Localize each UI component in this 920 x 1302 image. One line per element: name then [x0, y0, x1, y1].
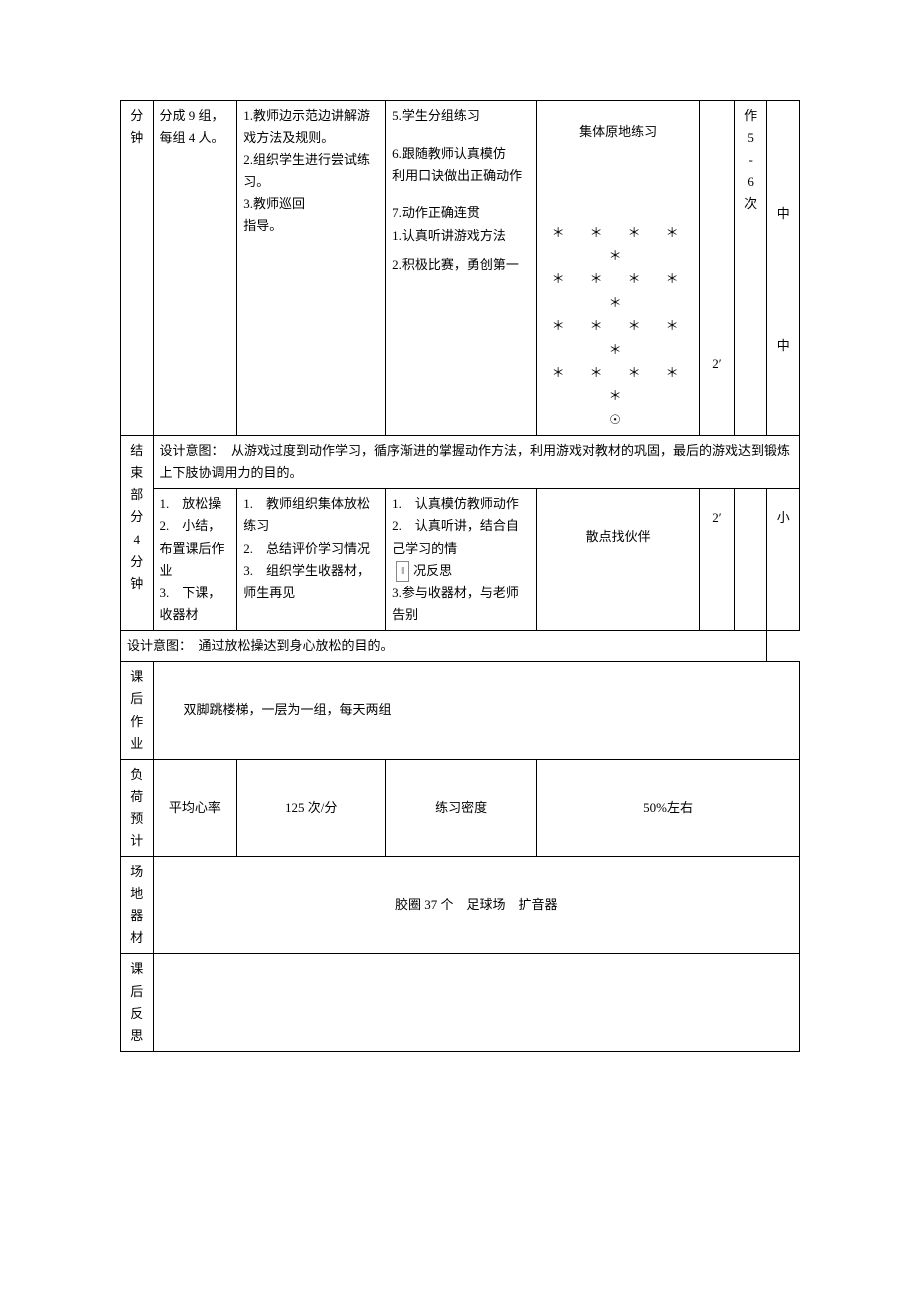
end-student-cell: 1. 认真模仿教师动作 2. 认真听讲，结合自己学习的情 ‖况反思 3.参与收器…	[386, 489, 537, 631]
teacher-activity-cell: 1.教师边示范边讲解游戏方法及规则。 2.组织学生进行尝试练 习。 3.教师巡回…	[237, 101, 386, 436]
density-label: 练习密度	[386, 759, 537, 856]
student-step-g1: 1.认真听讲游戏方法	[392, 225, 530, 247]
reps-cell-2	[734, 489, 767, 631]
design-intent-2: 设计意图： 通过放松操达到身心放松的目的。	[121, 631, 767, 662]
reps-cell: 作5-6次	[734, 101, 767, 436]
homework-value: 双脚跳楼梯，一层为一组，每天两组	[153, 662, 799, 759]
formation-cell-2: 散点找伙伴	[537, 489, 700, 631]
grouping-cell: 分成 9 组，每组 4 人。	[153, 101, 237, 436]
section-label-minutes: 分钟	[121, 101, 154, 436]
load-label: 负荷预计	[121, 759, 154, 856]
homework-label: 课后作业	[121, 662, 154, 759]
reflect-label: 课后反思	[121, 954, 154, 1051]
design-intent-1: 设计意图： 从游戏过度到动作学习，循序渐进的掌握动作方法，利用游戏对教材的巩固，…	[153, 436, 799, 489]
formation-text-2: 散点找伙伴	[543, 526, 693, 548]
formation-diagram: ＊ ＊ ＊ ＊ ＊ ＊ ＊ ＊ ＊ ＊ ＊ ＊ ＊ ＊ ＊ ＊ ＊ ＊ ＊ ＊ …	[543, 221, 693, 432]
section-label-end: 结束部分4分钟	[121, 436, 154, 631]
end-student-2: 2. 认真听讲，结合自己学习的情	[392, 515, 530, 559]
intensity-small: 小	[777, 510, 790, 525]
student-activity-cell: 5.学生分组练习 6.跟随教师认真模仿 利用口诀做出正确动作 7.动作正确连贯 …	[386, 101, 537, 436]
student-step-6: 6.跟随教师认真模仿 利用口诀做出正确动作	[392, 143, 530, 187]
density-value: 50%左右	[537, 759, 800, 856]
lesson-plan-table: 分钟 分成 9 组，每组 4 人。 1.教师边示范边讲解游戏方法及规则。 2.组…	[120, 100, 800, 1052]
intensity-mid-1: 中	[769, 203, 797, 225]
time-cell-2: 2′	[699, 489, 734, 631]
intensity-cell-2: 小	[767, 489, 800, 631]
time-value-1: 2′	[712, 356, 721, 371]
end-content-cell: 1. 放松操 2. 小结，布置课后作业 3. 下课，收器材	[153, 489, 237, 631]
formation-text-1: 集体原地练习	[543, 121, 693, 143]
time-value-2: 2′	[712, 510, 721, 525]
hr-label: 平均心率	[153, 759, 237, 856]
student-step-g2: 2.积极比赛，勇创第一	[392, 254, 530, 276]
end-student-1: 1. 认真模仿教师动作	[392, 493, 530, 515]
hr-value: 125 次/分	[237, 759, 386, 856]
end-teacher-cell: 1. 教师组织集体放松练习 2. 总结评价学习情况 3. 组织学生收器材，师生再…	[237, 489, 386, 631]
time-cell-1: 2′	[699, 101, 734, 436]
reflect-value	[153, 954, 799, 1051]
intensity-cell-1: 中 中	[767, 101, 800, 436]
page-mark-icon: ‖	[396, 561, 409, 582]
equip-label: 场地器材	[121, 857, 154, 954]
end-student-2b: ‖况反思	[392, 560, 530, 582]
student-step-7: 7.动作正确连贯	[392, 202, 530, 224]
student-step-5: 5.学生分组练习	[392, 105, 530, 127]
formation-cell-1: 集体原地练习 ＊ ＊ ＊ ＊ ＊ ＊ ＊ ＊ ＊ ＊ ＊ ＊ ＊ ＊ ＊ ＊ ＊…	[537, 101, 700, 436]
end-student-3: 3.参与收器材，与老师告别	[392, 582, 530, 626]
equip-value: 胶圈 37 个 足球场 扩音器	[153, 857, 799, 954]
intensity-mid-2: 中	[769, 335, 797, 357]
